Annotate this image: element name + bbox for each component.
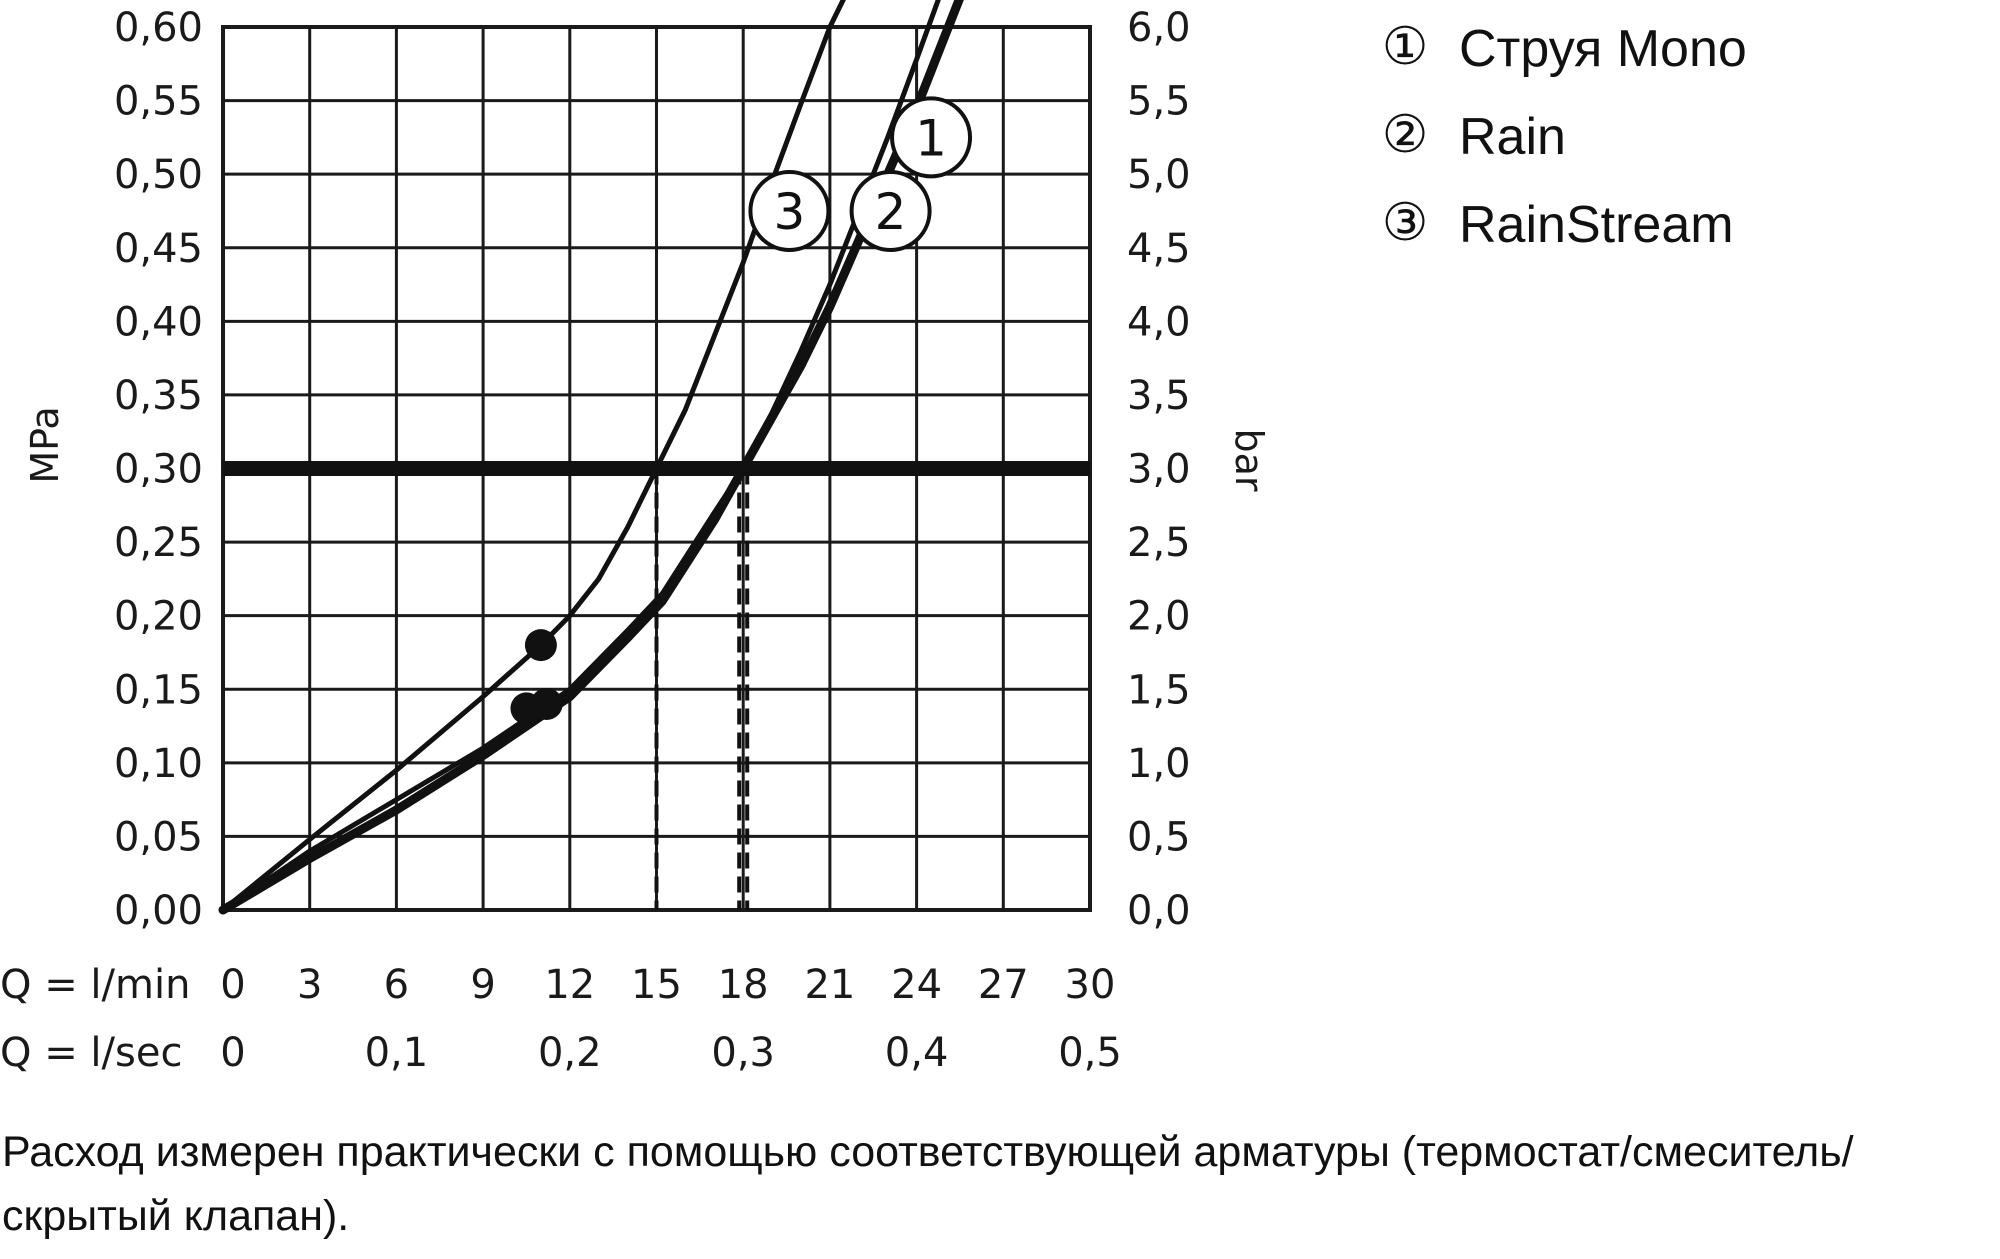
x-tick-label: 24: [891, 962, 942, 1008]
y-tick-label-left: 0,30: [114, 447, 203, 493]
x-row-prefix: Q = l/sec: [0, 1030, 182, 1076]
y-tick-label-right: 1,5: [1127, 667, 1191, 713]
y-tick-label-left: 0,05: [114, 814, 203, 860]
curve-marker-circle: [849, 169, 932, 252]
x-tick-label: 21: [804, 962, 855, 1008]
y-tick-label-left: 0,50: [114, 152, 203, 198]
x-tick-label: 6: [384, 962, 409, 1008]
series-line-2: [220, 0, 941, 913]
y-tick-label-left: 0,20: [114, 594, 203, 640]
y-tick-label-left: 0,15: [114, 667, 203, 713]
y-tick-label-left: 0,00: [114, 888, 203, 934]
series-point-2: [510, 692, 543, 725]
legend-label: RainStream: [1459, 196, 1734, 254]
legend-symbol: ②: [1382, 106, 1429, 164]
y-tick-label-right: 0,5: [1127, 814, 1191, 860]
legend-label: Струя Mono: [1459, 20, 1747, 78]
x-tick-label: 9: [470, 962, 495, 1008]
curves-layer: [218, 0, 964, 915]
x-tick-label: 15: [631, 962, 682, 1008]
y-tick-label-right: 4,0: [1127, 299, 1191, 345]
curve-marker-label: 1: [915, 109, 947, 167]
y-tick-label-right: 2,5: [1127, 520, 1191, 566]
y-tick-label-right: 0,0: [1127, 888, 1191, 934]
x-tick-label: 0,3: [711, 1030, 775, 1076]
x-tick-label: 0: [220, 1030, 245, 1076]
y-tick-label-left: 0,60: [114, 5, 203, 51]
y-tick-label-right: 1,0: [1127, 741, 1191, 787]
y-tick-label-left: 0,10: [114, 741, 203, 787]
series-line-3: [220, 0, 846, 913]
x-tick-label: 0,4: [885, 1030, 949, 1076]
y-tick-label-left: 0,25: [114, 520, 203, 566]
y-tick-label-right: 2,0: [1127, 594, 1191, 640]
x-tick-label: 0: [220, 962, 245, 1008]
x-tick-label: 27: [978, 962, 1029, 1008]
footnote: Расход измерен практически с помощью соо…: [2, 1128, 1854, 1240]
x-tick-label: 18: [718, 962, 769, 1008]
y-tick-labels: 0,00 0,05 0,10 0,15 0,20 0,25 0,30 0,35 0,40 0,45…: [114, 5, 1191, 934]
legend-symbol: ①: [1382, 18, 1429, 76]
curve-marker-circle: [890, 96, 973, 179]
curve-marker-label: 2: [875, 183, 907, 241]
curve-markers-layer: 12 3: [748, 96, 973, 252]
y-axis-label-right: bar: [1227, 428, 1271, 491]
curve-marker-label: 3: [774, 183, 806, 241]
y-axis-label-left: MPa: [23, 406, 67, 483]
y-tick-label-right: 5,5: [1127, 79, 1191, 125]
y-tick-label-right: 3,5: [1127, 373, 1191, 419]
x-tick-labels: Q = l/min 0 3 6 9 12 15 18 21 24 27 30 Q = l/sec 0 0,1…: [0, 962, 1122, 1076]
x-row-prefix: Q = l/min: [0, 962, 190, 1008]
y-tick-label-right: 3,0: [1127, 447, 1191, 493]
curve-marker-circle: [748, 169, 831, 252]
legend-symbol: ③: [1382, 194, 1429, 252]
flow-chart: 123 0,000,050,100,150,200,250,300,350,40…: [0, 0, 1747, 1076]
x-tick-label: 3: [297, 962, 322, 1008]
x-tick-label: 12: [544, 962, 595, 1008]
y-tick-label-left: 0,40: [114, 299, 203, 345]
y-tick-label-left: 0,35: [114, 373, 203, 419]
y-tick-label-right: 4,5: [1127, 226, 1191, 272]
x-tick-label: 0,1: [365, 1030, 429, 1076]
y-tick-label-right: 5,0: [1127, 152, 1191, 198]
x-tick-label: 30: [1065, 962, 1116, 1008]
x-tick-label: 0,2: [538, 1030, 602, 1076]
y-tick-label-left: 0,45: [114, 226, 203, 272]
x-tick-label: 0,5: [1058, 1030, 1122, 1076]
y-tick-label-right: 6,0: [1127, 5, 1191, 51]
legend-label: Rain: [1459, 108, 1566, 166]
series-line-1: [218, 0, 964, 915]
drop-lines-layer: [654, 468, 750, 910]
legend: ① Струя Mono ② Rain ③ RainStream: [1382, 18, 1747, 254]
series-point-3: [524, 629, 557, 662]
y-tick-label-left: 0,55: [114, 79, 203, 125]
